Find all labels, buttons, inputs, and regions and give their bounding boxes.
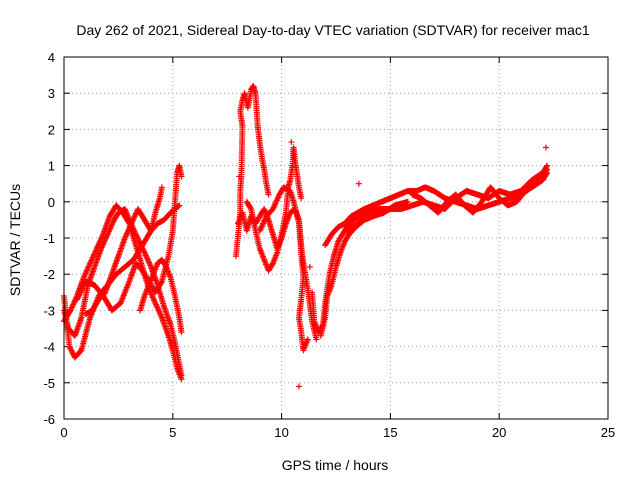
data-point (137, 241, 144, 248)
y-tick-label: 4 (48, 50, 55, 65)
data-point (67, 346, 74, 353)
y-tick-label: -1 (43, 231, 55, 246)
data-point (236, 173, 243, 180)
y-tick-label: 2 (48, 122, 55, 137)
data-point (66, 343, 73, 350)
data-point (136, 239, 143, 246)
y-tick-label: -3 (43, 303, 55, 318)
data-point (138, 242, 145, 249)
data-point (66, 308, 73, 315)
data-point (178, 376, 185, 383)
y-tick-label: -6 (43, 412, 55, 427)
data-point (80, 284, 87, 291)
data-point (306, 263, 313, 270)
x-tick-label: 5 (169, 425, 176, 440)
data-point (355, 180, 362, 187)
data-point (543, 167, 550, 174)
data-point (288, 139, 295, 146)
y-tick-label: 0 (48, 195, 55, 210)
data-point (138, 243, 145, 250)
x-tick-label: 15 (383, 425, 397, 440)
data-point (544, 166, 551, 173)
data-point (77, 348, 84, 355)
data-point (158, 279, 165, 286)
data-point (265, 191, 272, 198)
x-tick-label: 25 (601, 425, 615, 440)
data-point (313, 336, 320, 343)
y-tick-label: -4 (43, 340, 55, 355)
data-point (178, 173, 185, 180)
data-point (140, 246, 147, 253)
y-tick-label: 3 (48, 86, 55, 101)
y-tick-label: 1 (48, 159, 55, 174)
data-point (78, 286, 85, 293)
x-tick-label: 0 (60, 425, 67, 440)
data-point (75, 293, 82, 300)
data-points (61, 82, 551, 390)
data-point (140, 248, 147, 255)
data-point (247, 204, 254, 211)
data-point (158, 184, 165, 191)
x-axis-label: GPS time / hours (282, 457, 389, 473)
data-point (67, 344, 74, 351)
data-point (298, 195, 305, 202)
plot-frame (63, 56, 609, 420)
data-point (77, 289, 84, 296)
y-tick-label: -5 (43, 376, 55, 391)
y-tick-label: -2 (43, 267, 55, 282)
y-axis-label: SDTVAR / TECUs (7, 184, 23, 296)
data-point (542, 144, 549, 151)
data-point (68, 347, 75, 354)
data-point (178, 329, 185, 336)
chart-title: Day 262 of 2021, Sidereal Day-to-day VTE… (76, 22, 589, 38)
data-point (79, 285, 86, 292)
x-tick-label: 10 (274, 425, 288, 440)
axis-ticks: 0 5 10 15 20 25 -6 -5 -4 -3 -2 -1 0 1 2 3 4 (43, 50, 615, 440)
data-point (139, 245, 146, 252)
data-point (304, 336, 311, 343)
data-point (76, 290, 83, 297)
data-point (74, 295, 81, 302)
data-point (404, 198, 411, 205)
data-point (296, 383, 303, 390)
data-point (80, 282, 87, 289)
data-point (162, 262, 169, 269)
data-point (78, 288, 85, 295)
data-point (269, 261, 276, 268)
data-point (69, 349, 76, 356)
data-point (69, 350, 76, 357)
data-point (76, 292, 83, 299)
data-point (74, 296, 81, 303)
x-tick-label: 20 (492, 425, 506, 440)
